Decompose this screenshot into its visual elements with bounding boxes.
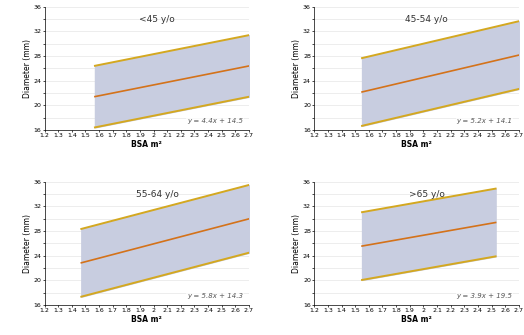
X-axis label: BSA m²: BSA m²: [132, 315, 162, 324]
X-axis label: BSA m²: BSA m²: [401, 315, 432, 324]
Text: 55-64 y/o: 55-64 y/o: [136, 190, 178, 199]
Text: y = 3.9x + 19.5: y = 3.9x + 19.5: [456, 293, 512, 299]
Y-axis label: Diameter (mm): Diameter (mm): [23, 214, 31, 273]
Text: y = 5.2x + 14.1: y = 5.2x + 14.1: [456, 118, 512, 124]
Y-axis label: Diameter (mm): Diameter (mm): [292, 214, 301, 273]
Text: <45 y/o: <45 y/o: [139, 15, 175, 24]
X-axis label: BSA m²: BSA m²: [401, 140, 432, 149]
Text: y = 4.4x + 14.5: y = 4.4x + 14.5: [187, 118, 243, 124]
Y-axis label: Diameter (mm): Diameter (mm): [23, 39, 31, 98]
X-axis label: BSA m²: BSA m²: [132, 140, 162, 149]
Text: 45-54 y/o: 45-54 y/o: [406, 15, 448, 24]
Text: >65 y/o: >65 y/o: [409, 190, 445, 199]
Y-axis label: Diameter (mm): Diameter (mm): [292, 39, 301, 98]
Text: y = 5.8x + 14.3: y = 5.8x + 14.3: [187, 293, 243, 299]
